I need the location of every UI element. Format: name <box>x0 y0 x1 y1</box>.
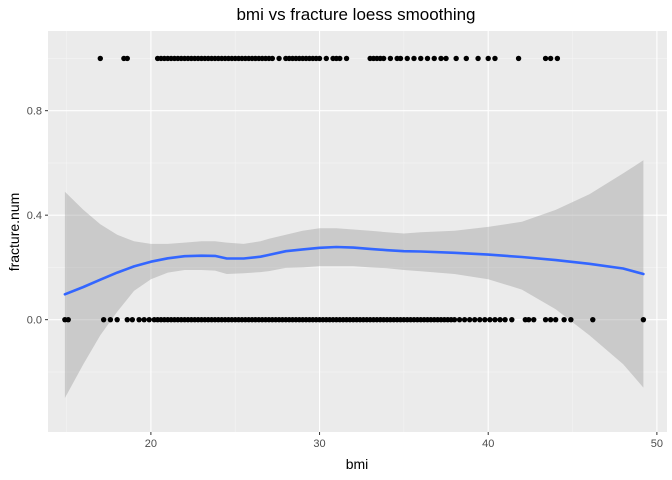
data-point <box>451 316 458 323</box>
data-point <box>485 55 491 62</box>
data-point <box>453 55 459 62</box>
data-point <box>542 55 549 62</box>
data-point <box>568 316 574 323</box>
data-point <box>397 55 404 62</box>
data-point <box>487 316 493 323</box>
data-point <box>380 55 387 62</box>
data-point <box>461 316 468 323</box>
data-point <box>525 316 532 323</box>
x-tick-label: 40 <box>482 438 494 450</box>
data-point <box>141 316 147 323</box>
data-point <box>502 316 508 323</box>
data-points <box>62 55 647 323</box>
data-point <box>475 55 481 62</box>
data-point <box>590 316 596 323</box>
data-point <box>124 316 130 323</box>
loess-fit-line <box>63 245 645 296</box>
data-point <box>269 55 276 62</box>
data-point <box>456 316 463 323</box>
data-point <box>343 55 350 62</box>
y-tick-label: 0.4 <box>27 210 42 222</box>
chart-title: bmi vs fracture loess smoothing <box>236 5 475 24</box>
data-point <box>482 316 488 323</box>
x-axis: 20 30 40 50 <box>145 432 663 450</box>
confidence-band <box>64 160 644 398</box>
data-point <box>387 55 394 62</box>
data-point <box>316 55 323 62</box>
data-point <box>497 316 503 323</box>
data-point <box>531 316 537 323</box>
data-point <box>323 55 329 62</box>
data-point <box>97 55 103 62</box>
x-tick-label: 50 <box>651 438 663 450</box>
data-point <box>463 55 469 62</box>
data-point <box>472 316 478 323</box>
data-point <box>337 55 343 62</box>
data-point <box>114 316 120 323</box>
data-point <box>276 55 282 62</box>
y-tick-label: 0.0 <box>27 315 42 327</box>
y-tick-label: 0.8 <box>27 106 42 118</box>
x-tick-label: 20 <box>145 438 157 450</box>
data-point <box>438 55 444 62</box>
data-point <box>65 316 71 323</box>
data-point <box>492 55 498 62</box>
data-point <box>424 55 431 62</box>
y-axis: 0.0 0.4 0.8 <box>27 106 48 327</box>
data-point <box>129 316 136 323</box>
data-point <box>492 316 498 323</box>
data-point <box>542 316 549 323</box>
data-point <box>107 316 114 323</box>
data-point <box>466 316 473 323</box>
data-point <box>552 316 559 323</box>
data-point <box>547 55 554 62</box>
data-point <box>509 316 515 323</box>
data-point <box>443 55 449 62</box>
data-point <box>418 55 424 62</box>
data-point <box>561 316 567 323</box>
x-axis-title: bmi <box>346 456 369 472</box>
data-point <box>404 55 410 62</box>
data-point <box>146 316 152 323</box>
data-point <box>477 316 483 323</box>
y-axis-title: fracture.num <box>6 193 22 272</box>
data-point <box>100 316 107 323</box>
data-point <box>547 316 554 323</box>
data-point <box>124 55 130 62</box>
data-point <box>554 55 561 62</box>
data-point <box>431 55 437 62</box>
data-point <box>136 316 142 323</box>
data-point <box>411 55 417 62</box>
data-point <box>515 55 522 62</box>
x-tick-label: 30 <box>313 438 325 450</box>
data-point <box>640 316 647 323</box>
